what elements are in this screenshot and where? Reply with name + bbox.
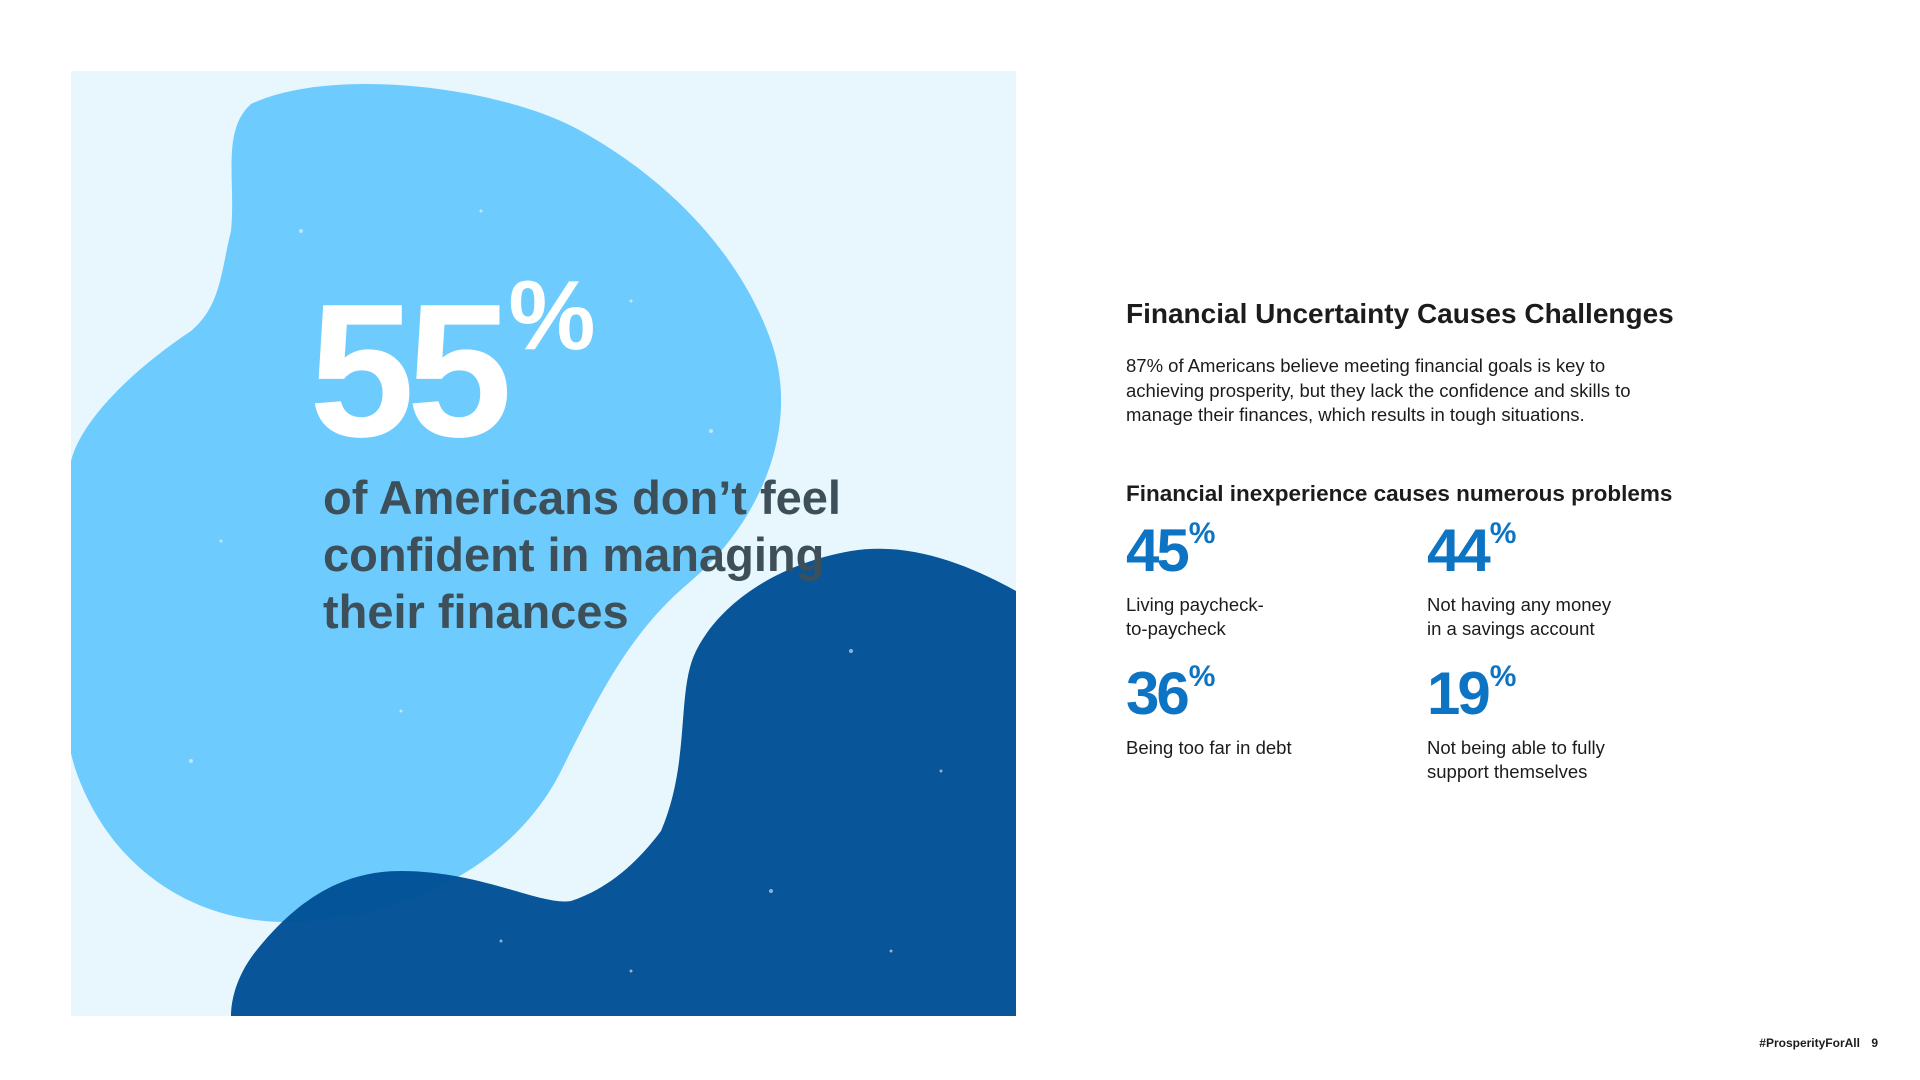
page-footer: #ProsperityForAll 9	[1759, 1036, 1878, 1050]
illustration-panel: 55 % of Americans don’t feel confident i…	[71, 71, 1016, 1016]
stat-number: 45	[1126, 516, 1190, 584]
stat-label: Living paycheck- to-paycheck	[1126, 593, 1264, 640]
stat-percent-sign: %	[1188, 659, 1216, 693]
abstract-blob-illustration	[71, 83, 1016, 1016]
stat-item: 36 % Being too far in debt	[1126, 659, 1427, 785]
stat-percent-sign: %	[1489, 659, 1517, 693]
section-title: Financial Uncertainty Causes Challenges	[1126, 298, 1674, 329]
stat-label: Not being able to fully support themselv…	[1427, 736, 1605, 783]
content-column: Financial Uncertainty Causes Challenges …	[1126, 296, 1746, 785]
stat-item: 45 % Living paycheck- to-paycheck	[1126, 516, 1427, 642]
page-number: 9	[1871, 1036, 1878, 1050]
hero-percentage: 55 %	[309, 265, 595, 477]
stat-value: 44 %	[1427, 516, 1728, 584]
hero-value: 55	[309, 265, 512, 477]
speckle-dots	[189, 209, 943, 973]
stat-item: 44 % Not having any money in a savings a…	[1427, 516, 1728, 642]
light-blue-blob	[71, 83, 782, 923]
stat-value: 36 %	[1126, 659, 1427, 727]
hero-caption: of Americans don’t feel confident in man…	[323, 471, 841, 638]
problems-title: Financial inexperience causes numerous p…	[1126, 480, 1673, 506]
stat-number: 36	[1126, 659, 1190, 727]
stat-percent-sign: %	[1489, 516, 1517, 550]
stats-grid: 45 % Living paycheck- to-paycheck 44 % N…	[1126, 516, 1746, 785]
hero-percent-sign: %	[508, 260, 596, 370]
stat-number: 44	[1427, 516, 1491, 584]
stat-value: 19 %	[1427, 659, 1728, 727]
stat-number: 19	[1427, 659, 1491, 727]
stat-item: 19 % Not being able to fully support the…	[1427, 659, 1728, 785]
stat-label: Not having any money in a savings accoun…	[1427, 593, 1612, 640]
stat-value: 45 %	[1126, 516, 1427, 584]
footer-hashtag: #ProsperityForAll	[1759, 1036, 1860, 1050]
dark-blue-blob	[231, 548, 1016, 1016]
intro-paragraph: 87% of Americans believe meeting financi…	[1126, 355, 1631, 425]
stat-label: Being too far in debt	[1126, 736, 1292, 758]
stat-percent-sign: %	[1188, 516, 1216, 550]
